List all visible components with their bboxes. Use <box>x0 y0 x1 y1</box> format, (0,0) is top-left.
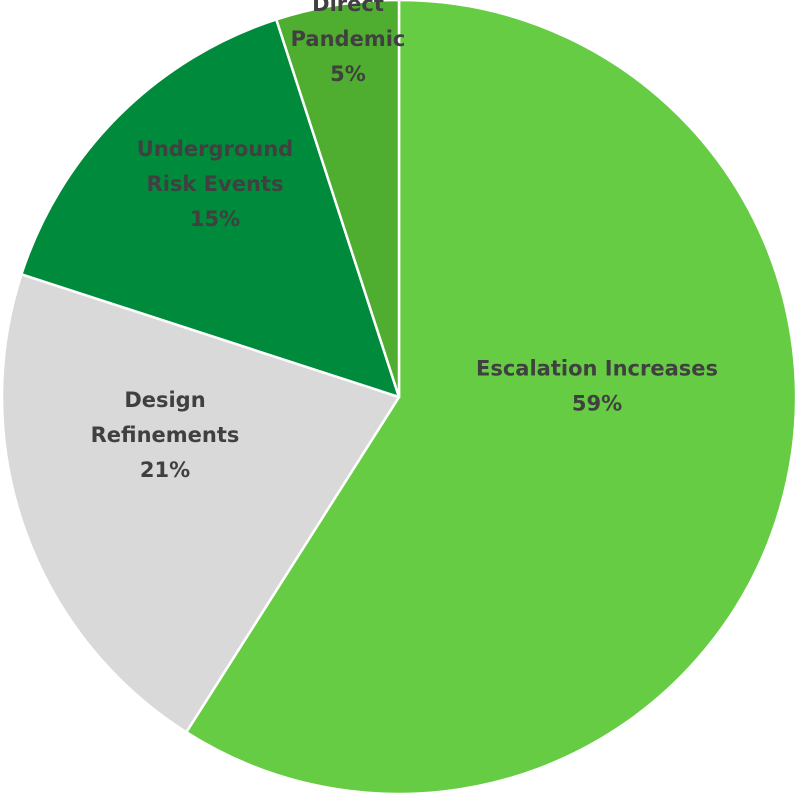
slice-category-label: Design <box>124 388 205 412</box>
slice-category-label: Underground <box>137 137 293 161</box>
slice-category-label: Risk Events <box>147 172 284 196</box>
slice-label-1: Design Refinements 21% <box>91 388 240 482</box>
slice-category-label: Direct <box>312 0 384 16</box>
slice-value-label: 59% <box>572 392 622 416</box>
pie-slice-2 <box>20 18 401 399</box>
slice-category-label: Pandemic <box>291 27 406 51</box>
slice-value-label: 5% <box>330 62 366 86</box>
slice-category-label: Refinements <box>91 423 240 447</box>
slice-value-label: 21% <box>140 458 190 482</box>
slice-category-label: Escalation Increases <box>476 357 718 381</box>
pie-slice-3 <box>275 0 401 399</box>
slice-value-label: 15% <box>190 207 240 231</box>
labels-layer: Escalation Increases 59% Design Refinements… <box>91 0 718 482</box>
pie-slice-1 <box>0 273 401 734</box>
slice-label-0: Escalation Increases 59% <box>476 357 718 416</box>
slice-label-2: Underground Risk Events 15% <box>137 137 293 231</box>
slice-label-3: Direct Pandemic 5% <box>291 0 406 86</box>
